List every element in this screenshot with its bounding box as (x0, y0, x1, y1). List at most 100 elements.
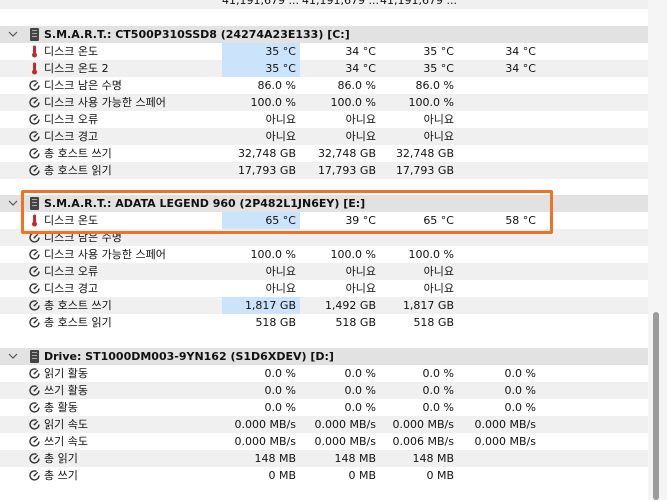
value-average: 0.0 % (504, 367, 536, 380)
table-row[interactable]: 디스크 오류 아니요 아니요 아니요 (0, 263, 648, 280)
gauge-icon (28, 384, 41, 397)
table-row[interactable]: 디스크 온도 2 35 °C 34 °C 35 °C 34 °C (0, 60, 648, 77)
thermometer-icon (28, 45, 41, 58)
table-row[interactable]: 쓰기 활동 0.0 % 0.0 % 0.0 % 0.0 % (0, 382, 648, 399)
thermometer-icon (28, 62, 41, 75)
chevron-down-icon[interactable] (8, 351, 18, 364)
gauge-icon (28, 435, 41, 448)
table-row[interactable]: 총 호스트 읽기 518 GB 518 GB 518 GB (0, 314, 648, 331)
value-average: 0.000 MB/s (474, 418, 536, 431)
value-max: 0.0 % (422, 401, 454, 414)
table-row[interactable]: 읽기 활동 0.0 % 0.0 % 0.0 % 0.0 % (0, 365, 648, 382)
value-average: 0.0 % (504, 401, 536, 414)
value-min: 148 MB (334, 452, 376, 465)
table-row[interactable]: 읽기 속도 0.000 MB/s 0.000 MB/s 0.000 MB/s 0.000… (0, 416, 648, 433)
value-average (458, 263, 538, 280)
table-row[interactable]: 디스크 오류 아니요 아니요 아니요 (0, 111, 648, 128)
value-current: 100.0 % (250, 248, 296, 261)
table-row[interactable]: 디스크 경고 아니요 아니요 아니요 (0, 280, 648, 297)
value-average (458, 314, 538, 331)
group-header[interactable]: S.M.A.R.T.: CT500P310SSD8 (24274A23E133)… (0, 26, 648, 43)
value-average (458, 450, 538, 467)
value-max: 35 °C (423, 62, 454, 75)
table-row[interactable]: 디스크 온도 65 °C 39 °C 65 °C 58 °C (0, 212, 648, 229)
value-min: 100.0 % (330, 248, 376, 261)
value-average (458, 128, 538, 145)
value-current: 518 GB (255, 316, 296, 329)
value-min: 0.000 MB/s (314, 435, 376, 448)
sensor-label: 총 쓰기 (44, 469, 78, 482)
group-header[interactable]: Drive: ST1000DM003-9YN162 (S1D6XDEV) [D:… (0, 348, 648, 365)
value-min: 34 °C (345, 45, 376, 58)
value-current: 0 MB (268, 469, 296, 482)
table-row[interactable]: 총 호스트 쓰기 32,748 GB 32,748 GB 32,748 GB (0, 145, 648, 162)
value-max: 0 MB (426, 469, 454, 482)
value-max: 아니요 (423, 282, 454, 295)
value-current: 0.000 MB/s (234, 418, 296, 431)
value-min: 0.000 MB/s (314, 418, 376, 431)
value-average (458, 94, 538, 111)
value-max: 17,793 GB (395, 164, 454, 177)
table-row[interactable]: 총 호스트 읽기 17,793 GB 17,793 GB 17,793 GB (0, 162, 648, 179)
gauge-icon (28, 452, 41, 465)
value-average (458, 162, 538, 179)
sensor-label: 디스크 오류 (44, 265, 99, 278)
value-current: 0.0 % (264, 384, 296, 397)
value-min: 아니요 (345, 113, 376, 126)
value-max: 86.0 % (415, 79, 454, 92)
sensor-label: 총 호스트 쓰기 (44, 299, 112, 312)
table-row[interactable]: 디스크 사용 가능한 스페어 100.0 % 100.0 % 100.0 % (0, 94, 648, 111)
value-average: 34 °C (505, 62, 536, 75)
scrollbar-thumb[interactable] (653, 312, 659, 500)
value-max: 65 °C (423, 214, 454, 227)
gauge-icon (28, 130, 41, 143)
table-row[interactable]: 총 쓰기 0 MB 0 MB 0 MB (0, 467, 648, 484)
value-min: 아니요 (345, 130, 376, 143)
value-min: 39 °C (345, 214, 376, 227)
value-max: 1,817 GB (402, 299, 454, 312)
gauge-icon (28, 316, 41, 329)
table-row[interactable]: 디스크 온도 35 °C 34 °C 35 °C 34 °C (0, 43, 648, 60)
table-row[interactable]: 41,191,679 ... 41,191,679 ... 41,191,679… (0, 0, 648, 9)
gauge-icon (28, 164, 41, 177)
value-min: 0 MB (348, 469, 376, 482)
drive-icon (30, 350, 39, 363)
vertical-scrollbar[interactable] (648, 0, 667, 500)
group-header[interactable]: S.M.A.R.T.: ADATA LEGEND 960 (2P482L1JN6… (0, 195, 648, 212)
value-min: 34 °C (345, 62, 376, 75)
value-current: 1,817 GB (222, 297, 300, 314)
table-row[interactable]: 총 호스트 쓰기 1,817 GB 1,492 GB 1,817 GB (0, 297, 648, 314)
table-row[interactable]: 쓰기 속도 0.000 MB/s 0.000 MB/s 0.006 MB/s 0.000… (0, 433, 648, 450)
value-current: 148 MB (254, 452, 296, 465)
sensor-label: 총 호스트 읽기 (44, 316, 112, 329)
gauge-icon (28, 299, 41, 312)
value-current: 아니요 (265, 265, 296, 278)
value-average (458, 77, 538, 94)
sensor-label: 읽기 활동 (44, 367, 88, 380)
table-row[interactable]: 디스크 남은 수명 86.0 % 86.0 % 86.0 % (0, 77, 648, 94)
value-min: 100.0 % (330, 96, 376, 109)
sensor-label: 디스크 온도 (44, 214, 99, 227)
sensor-label: 총 호스트 읽기 (44, 164, 112, 177)
value-max: 아니요 (423, 265, 454, 278)
value-max: 32,748 GB (395, 147, 454, 160)
value-min: 0.0 % (344, 384, 376, 397)
group-title: Drive: ST1000DM003-9YN162 (S1D6XDEV) [D:… (44, 350, 334, 363)
value-current: 0.000 MB/s (234, 435, 296, 448)
sensor-label: 디스크 경고 (44, 130, 99, 143)
gauge-icon (28, 113, 41, 126)
table-row[interactable]: 총 읽기 148 MB 148 MB 148 MB (0, 450, 648, 467)
value-min: 41,191,679 ... (302, 0, 379, 7)
value-max: 518 GB (413, 316, 454, 329)
table-row[interactable]: 총 활동 0.0 % 0.0 % 0.0 % 0.0 % (0, 399, 648, 416)
table-row[interactable]: 디스크 사용 가능한 스페어 100.0 % 100.0 % 100.0 % (0, 246, 648, 263)
value-max: 148 MB (412, 452, 454, 465)
gauge-icon (28, 469, 41, 482)
gauge-icon (28, 401, 41, 414)
value-max: 0.000 MB/s (392, 418, 454, 431)
sensor-label: 디스크 남은 수명 (44, 231, 122, 244)
gauge-icon (28, 96, 41, 109)
table-row[interactable]: 디스크 경고 아니요 아니요 아니요 (0, 128, 648, 145)
chevron-down-icon[interactable] (8, 29, 18, 42)
chevron-down-icon[interactable] (8, 198, 18, 211)
